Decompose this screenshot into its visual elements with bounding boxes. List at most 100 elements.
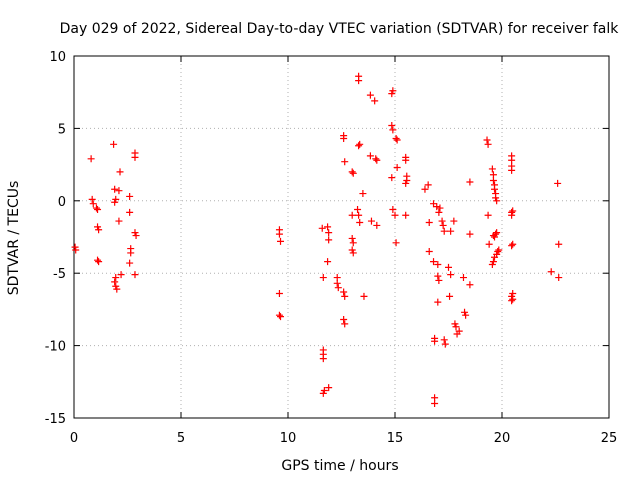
x-tick-label: 15 [387, 431, 404, 446]
data-point [349, 249, 357, 257]
data-point [116, 168, 124, 176]
data-point [509, 207, 517, 215]
data-point [275, 289, 283, 297]
data-point [111, 185, 119, 193]
data-point [333, 279, 341, 287]
data-point [355, 142, 363, 150]
data-point [126, 208, 134, 216]
data-point [494, 247, 502, 255]
data-point [441, 340, 449, 348]
data-point [319, 274, 327, 282]
data-point [466, 230, 474, 238]
data-point [373, 156, 381, 164]
y-tick-label: 10 [49, 50, 66, 65]
data-point [113, 285, 121, 293]
data-point [488, 261, 496, 269]
data-point [388, 174, 396, 182]
data-point [366, 91, 374, 99]
data-point [340, 288, 348, 296]
data-point [341, 292, 349, 300]
data-point [439, 221, 447, 229]
data-point [509, 295, 517, 303]
y-tick-label: 5 [58, 122, 66, 137]
data-point [89, 200, 97, 208]
data-point [508, 242, 516, 250]
data-point [554, 179, 562, 187]
data-point [94, 205, 102, 213]
data-point [508, 297, 516, 305]
data-point [434, 272, 442, 280]
data-point [421, 185, 429, 193]
data-point [495, 246, 503, 254]
data-point [112, 274, 120, 282]
data-point [488, 165, 496, 173]
data-point [355, 77, 363, 85]
data-point [366, 152, 374, 160]
data-point [452, 323, 460, 331]
data-point [555, 274, 563, 282]
data-point [388, 122, 396, 130]
data-point [325, 384, 333, 392]
data-point [483, 136, 491, 144]
data-point [434, 261, 442, 269]
data-point [462, 311, 470, 319]
data-point [355, 211, 363, 219]
y-tick-label: -5 [53, 267, 66, 282]
data-point [349, 239, 357, 247]
data-point [367, 217, 375, 225]
data-point [88, 195, 96, 203]
data-point [372, 155, 380, 163]
data-point [445, 263, 452, 271]
data-point [440, 227, 448, 235]
x-tick-label: 20 [494, 431, 511, 446]
data-point [447, 227, 455, 235]
data-point [348, 211, 356, 219]
data-point [348, 234, 356, 242]
data-point [275, 230, 283, 238]
data-point [436, 204, 444, 212]
data-point [484, 211, 492, 219]
data-point [319, 389, 327, 397]
data-points [71, 72, 563, 408]
data-point [359, 190, 367, 198]
data-point [508, 211, 516, 219]
data-point [356, 219, 364, 227]
data-point [126, 192, 134, 200]
data-point [431, 337, 439, 345]
data-point [340, 135, 348, 143]
chart-title: Day 029 of 2022, Sidereal Day-to-day VTE… [60, 21, 620, 37]
y-tick-label: -15 [45, 412, 66, 427]
data-point [348, 168, 356, 176]
data-point [484, 140, 492, 148]
x-axis-label: GPS time / hours [281, 458, 398, 474]
data-point [389, 126, 397, 134]
data-point [440, 336, 448, 344]
data-point [277, 313, 285, 321]
data-point [508, 166, 516, 174]
data-point [466, 178, 474, 186]
data-point [373, 221, 381, 229]
grid-layer [74, 56, 609, 418]
data-point [447, 271, 455, 279]
data-point [388, 90, 396, 98]
data-point [434, 298, 442, 306]
data-point [392, 239, 400, 247]
data-point [87, 155, 95, 163]
x-tick-label: 5 [177, 431, 185, 446]
data-point [389, 205, 397, 213]
data-point [433, 203, 441, 211]
data-point [393, 163, 401, 171]
y-tick-label: -10 [45, 340, 66, 355]
data-point [392, 135, 400, 143]
data-point [319, 355, 327, 363]
data-point [446, 292, 454, 300]
data-point [127, 249, 135, 257]
data-point [131, 271, 139, 279]
data-point [275, 311, 283, 319]
data-point [111, 198, 119, 206]
data-point [341, 158, 349, 166]
data-point [435, 208, 443, 216]
data-point [117, 271, 125, 279]
plot-frame [73, 55, 610, 419]
